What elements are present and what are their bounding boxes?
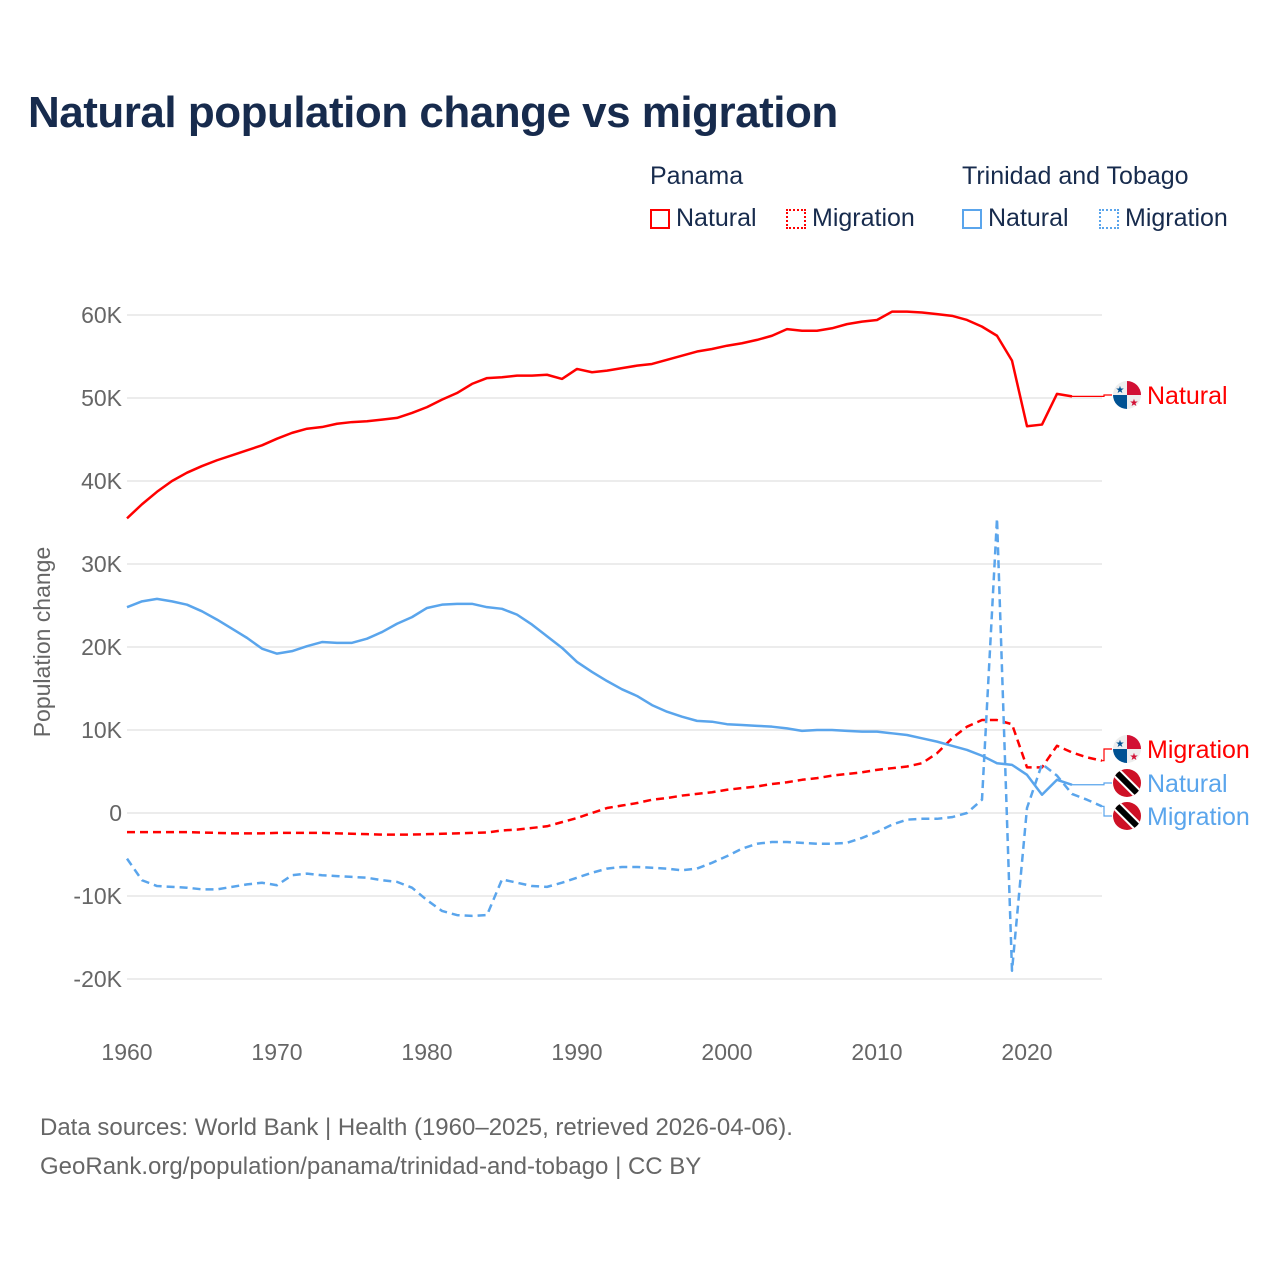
x-tick-label: 1970 (251, 1039, 302, 1065)
label-connector (1072, 394, 1112, 397)
series-line-trinidad-and-tobago-natural (126, 597, 1073, 796)
legend-panama-migration[interactable]: Migration (786, 204, 915, 233)
series-end-label: Natural (1147, 770, 1228, 798)
series-end-label: Migration (1147, 736, 1250, 764)
dotted-swatch-icon (1099, 208, 1119, 229)
series-line-trinidad-and-tobago-migration (125, 517, 1103, 972)
legend-label: Natural (676, 204, 757, 232)
dotted-swatch-icon (786, 208, 806, 229)
solid-swatch-icon (962, 208, 982, 229)
label-connector (1102, 748, 1112, 762)
legend-trinidad-natural[interactable]: Natural (962, 204, 1069, 233)
panama-flag-icon: ★★ (1113, 381, 1141, 409)
panama-flag-icon: ★★ (1113, 735, 1141, 763)
series-line-panama-migration (127, 718, 1103, 836)
flag-body (1113, 769, 1141, 797)
flag-blue-quarter (1113, 395, 1127, 409)
y-axis-label: Population change (29, 547, 55, 738)
x-tick-label: 2010 (851, 1039, 902, 1065)
series-end-label: Natural (1147, 382, 1228, 410)
y-tick-label: 50K (81, 385, 123, 411)
footer-link[interactable]: GeoRank.org/population/panama/trinidad-a… (40, 1153, 702, 1180)
x-tick-label: 2000 (701, 1039, 752, 1065)
trinidad-flag-icon (1113, 769, 1141, 797)
label-connector (1102, 805, 1112, 817)
flag-red-quarter (1127, 735, 1141, 749)
x-tick-label: 1980 (401, 1039, 452, 1065)
series-line-panama-natural (126, 310, 1073, 520)
label-connector (1072, 782, 1112, 786)
flag-blue-quarter (1113, 749, 1127, 763)
legend-group-trinidad: Trinidad and Tobago (962, 162, 1189, 190)
y-tick-label: -20K (73, 966, 122, 992)
flag-body (1113, 802, 1141, 830)
legend-label: Natural (988, 204, 1069, 232)
star-icon: ★ (1130, 398, 1139, 409)
x-tick-label: 1990 (551, 1039, 602, 1065)
footer-sources: Data sources: World Bank | Health (1960–… (40, 1114, 793, 1141)
y-tick-label: 40K (81, 468, 123, 494)
star-icon: ★ (1116, 385, 1125, 396)
legend-group-panama: Panama (650, 162, 744, 190)
chart-title: Natural population change vs migration (28, 88, 838, 137)
footer: Data sources: World Bank | Health (1960–… (40, 1108, 793, 1186)
legend-label: Migration (812, 204, 915, 232)
flag-red-quarter (1127, 381, 1141, 395)
legend-label: Migration (1125, 204, 1228, 232)
y-tick-label: 20K (81, 634, 123, 660)
y-tick-label: 30K (81, 551, 123, 577)
star-icon: ★ (1130, 752, 1139, 763)
star-icon: ★ (1116, 739, 1125, 750)
trinidad-flag-icon (1113, 802, 1141, 830)
solid-swatch-icon (650, 208, 670, 229)
y-tick-label: -10K (73, 883, 122, 909)
y-tick-label: 10K (81, 717, 123, 743)
y-tick-label: 60K (81, 302, 123, 328)
x-tick-label: 2020 (1001, 1039, 1052, 1065)
series-end-label: Migration (1147, 803, 1250, 831)
legend-panama-natural[interactable]: Natural (650, 204, 757, 233)
legend-trinidad-migration[interactable]: Migration (1099, 204, 1228, 233)
x-tick-label: 1960 (101, 1039, 152, 1065)
y-tick-label: 0 (109, 800, 122, 826)
